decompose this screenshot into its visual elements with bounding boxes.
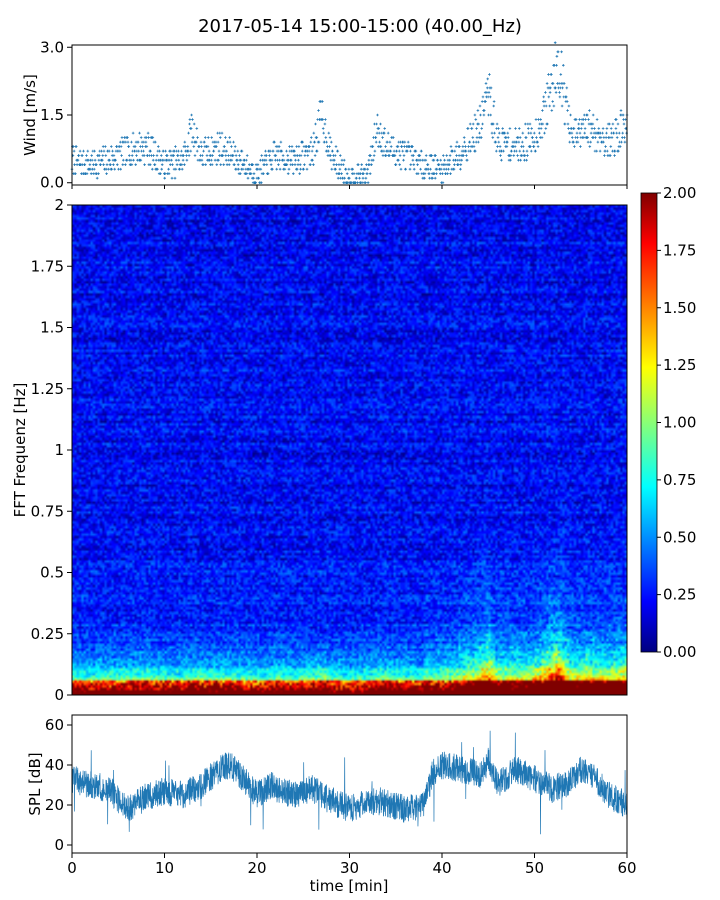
spectrogram-y-tick-label: 2 bbox=[54, 196, 64, 214]
spl-x-tick-label: 20 bbox=[247, 859, 266, 877]
spl-y-tick-label: 0 bbox=[54, 836, 64, 854]
spl-x-ticks: 0 10 20 30 40 50 60 bbox=[67, 853, 637, 877]
colorbar: 0.00 0.25 0.50 0.75 1.00 1.25 1.50 1.75 2.00 bbox=[640, 184, 696, 661]
spl-x-tick-label: 10 bbox=[155, 859, 174, 877]
spectrogram-y-tick-label: 0.25 bbox=[31, 625, 64, 643]
spectrogram-y-axis-label: FFT Frequenz [Hz] bbox=[11, 383, 29, 518]
colorbar-ticks: 0.00 0.25 0.50 0.75 1.00 1.25 1.50 1.75 2.00 bbox=[657, 184, 696, 661]
figure-title: 2017-05-14 15:00-15:00 (40.00_Hz) bbox=[198, 16, 522, 37]
spl-x-tick-label: 40 bbox=[432, 859, 451, 877]
spl-x-tick-label: 60 bbox=[617, 859, 636, 877]
spectrogram-panel: 0 0.25 0.5 0.75 1 1.25 1.5 1.75 2 FFT Frequenz [… bbox=[11, 196, 628, 704]
spl-x-axis-label: time [min] bbox=[310, 877, 389, 895]
colorbar-tick-label: 2.00 bbox=[663, 184, 696, 202]
wind-y-ticks: 0.0 1.5 3.0 bbox=[40, 38, 72, 192]
spectrogram-y-tick-label: 0.5 bbox=[40, 564, 64, 582]
colorbar-gradient bbox=[640, 192, 658, 653]
spl-y-ticks: 0 20 40 60 bbox=[45, 716, 72, 854]
colorbar-tick-label: 0.75 bbox=[663, 471, 696, 489]
colorbar-tick-label: 0.50 bbox=[663, 528, 696, 546]
spectrogram-heatmap bbox=[72, 205, 627, 695]
spl-x-tick-label: 0 bbox=[67, 859, 77, 877]
wind-scatter-series bbox=[70, 41, 629, 184]
spectrogram-y-tick-label: 1.75 bbox=[31, 257, 64, 275]
wind-x-ticks bbox=[71, 185, 628, 189]
colorbar-tick-label: 0.00 bbox=[663, 643, 696, 661]
wind-y-tick-label: 3.0 bbox=[40, 38, 64, 56]
wind-panel: 0.0 1.5 3.0 Wind [m/s] bbox=[21, 38, 629, 192]
spl-panel: 0 20 40 60 0 10 20 30 40 50 60 SPL [dB] time [min… bbox=[26, 714, 637, 895]
spectrogram-y-tick-label: 1.5 bbox=[40, 319, 64, 337]
colorbar-tick-label: 1.75 bbox=[663, 241, 696, 259]
spl-y-tick-label: 20 bbox=[45, 796, 64, 814]
wind-y-axis-label: Wind [m/s] bbox=[21, 74, 39, 156]
colorbar-tick-label: 0.25 bbox=[663, 586, 696, 604]
spectrogram-y-tick-label: 0 bbox=[54, 686, 64, 704]
spectrogram-y-tick-label: 1.25 bbox=[31, 380, 64, 398]
spl-y-axis-label: SPL [dB] bbox=[26, 752, 44, 815]
spectrogram-y-tick-label: 1 bbox=[54, 441, 64, 459]
colorbar-tick-label: 1.50 bbox=[663, 299, 696, 317]
spl-x-tick-label: 30 bbox=[340, 859, 359, 877]
wind-scatter-points bbox=[70, 41, 629, 184]
spl-y-tick-label: 40 bbox=[45, 756, 64, 774]
wind-y-tick-label: 1.5 bbox=[40, 106, 64, 124]
colorbar-tick-label: 1.25 bbox=[663, 356, 696, 374]
spl-line-series bbox=[71, 730, 628, 835]
colorbar-tick-label: 1.00 bbox=[663, 414, 696, 432]
spl-x-tick-label: 50 bbox=[525, 859, 544, 877]
spectrogram-y-tick-label: 0.75 bbox=[31, 502, 64, 520]
wind-y-tick-label: 0.0 bbox=[40, 174, 64, 192]
spl-y-tick-label: 60 bbox=[45, 716, 64, 734]
spectrogram-y-ticks: 0 0.25 0.5 0.75 1 1.25 1.5 1.75 2 bbox=[31, 196, 72, 704]
